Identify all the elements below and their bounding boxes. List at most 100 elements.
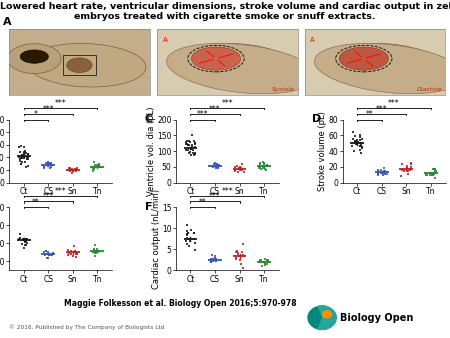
- Text: Biology Open: Biology Open: [340, 313, 413, 323]
- Text: © 2016. Published by The Company of Biologists Ltd: © 2016. Published by The Company of Biol…: [9, 324, 165, 330]
- Point: [256, 160, 264, 166]
- Point: [94, 162, 101, 167]
- Point: [212, 257, 220, 262]
- Point: [20, 236, 27, 241]
- Point: [190, 231, 198, 236]
- Point: [423, 170, 430, 176]
- Text: ***: ***: [42, 192, 54, 201]
- Point: [184, 147, 192, 152]
- Point: [68, 167, 75, 172]
- Point: [185, 236, 192, 242]
- Point: [374, 172, 382, 178]
- Point: [191, 140, 198, 145]
- Point: [406, 166, 414, 171]
- Point: [357, 140, 364, 145]
- Point: [94, 249, 101, 255]
- Point: [89, 167, 96, 172]
- Point: [22, 148, 29, 154]
- Point: [260, 162, 267, 167]
- Point: [185, 150, 193, 155]
- Point: [16, 149, 23, 154]
- Point: [406, 167, 414, 172]
- Point: [70, 243, 77, 249]
- Y-axis label: Cardiac output (nL/min): Cardiac output (nL/min): [152, 189, 161, 289]
- Point: [17, 232, 24, 237]
- Point: [432, 169, 439, 174]
- Point: [65, 250, 72, 256]
- Point: [21, 236, 28, 241]
- Point: [358, 144, 365, 149]
- Text: D: D: [312, 115, 321, 124]
- Point: [90, 168, 97, 174]
- Text: C: C: [145, 115, 153, 124]
- Point: [22, 237, 29, 243]
- Point: [95, 161, 103, 167]
- Point: [356, 144, 364, 149]
- Point: [233, 256, 240, 262]
- Point: [214, 161, 221, 166]
- Point: [261, 256, 269, 262]
- Point: [430, 170, 437, 175]
- Point: [215, 162, 222, 168]
- Point: [262, 167, 270, 172]
- Point: [213, 165, 220, 171]
- Point: [423, 172, 430, 178]
- Point: [238, 161, 245, 166]
- Point: [186, 149, 194, 154]
- Point: [429, 172, 436, 178]
- Text: ***: ***: [42, 104, 54, 114]
- Point: [353, 138, 360, 144]
- Point: [210, 259, 217, 264]
- Point: [95, 163, 102, 168]
- Point: [189, 142, 196, 147]
- Point: [21, 159, 28, 164]
- Point: [191, 144, 198, 150]
- Point: [72, 169, 80, 174]
- Point: [261, 259, 268, 265]
- Point: [236, 258, 243, 263]
- Point: [358, 136, 365, 141]
- Point: [405, 169, 412, 174]
- Point: [67, 168, 74, 174]
- Point: [232, 168, 239, 173]
- Point: [239, 249, 246, 255]
- Point: [352, 139, 359, 144]
- Ellipse shape: [27, 44, 146, 87]
- Point: [213, 162, 220, 167]
- Point: [71, 166, 78, 172]
- Ellipse shape: [67, 58, 92, 73]
- Point: [408, 166, 415, 171]
- Point: [187, 146, 194, 152]
- Point: [72, 254, 79, 259]
- Point: [377, 170, 384, 175]
- Point: [208, 260, 215, 265]
- Wedge shape: [317, 305, 337, 330]
- Point: [182, 141, 189, 147]
- Point: [41, 163, 48, 168]
- Point: [186, 238, 193, 244]
- Point: [261, 262, 269, 268]
- Point: [91, 242, 99, 247]
- Point: [257, 166, 265, 172]
- Point: [352, 140, 359, 146]
- Point: [383, 171, 390, 177]
- Point: [239, 266, 247, 271]
- Point: [359, 146, 366, 151]
- Point: [260, 160, 267, 165]
- Point: [191, 151, 198, 156]
- Point: [68, 167, 76, 172]
- Point: [47, 160, 54, 165]
- Point: [188, 146, 195, 151]
- Point: [65, 252, 72, 258]
- Point: [50, 252, 57, 257]
- Point: [432, 175, 439, 180]
- Point: [25, 151, 32, 157]
- Point: [16, 144, 23, 150]
- Point: [191, 150, 198, 156]
- Point: [90, 249, 97, 255]
- Point: [212, 258, 220, 264]
- Point: [24, 236, 31, 241]
- Point: [260, 160, 267, 166]
- Point: [91, 246, 98, 251]
- Point: [350, 136, 357, 142]
